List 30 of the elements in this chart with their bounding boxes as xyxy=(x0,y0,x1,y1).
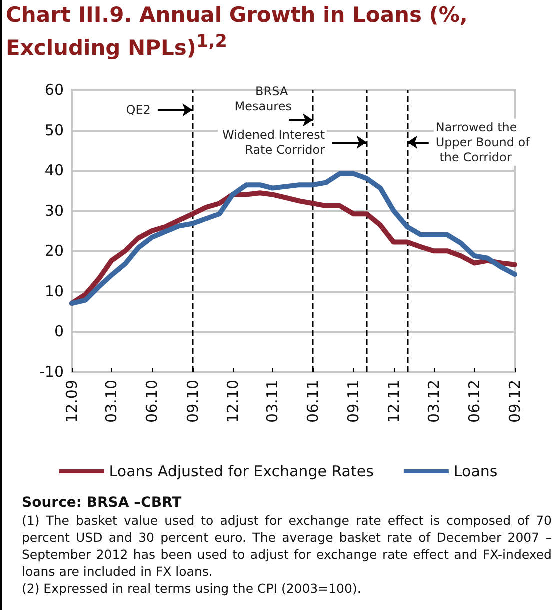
legend-label: Loans Adjusted for Exchange Rates xyxy=(109,462,374,480)
y-tick-label: 60 xyxy=(44,81,64,99)
x-tick-label: 12.10 xyxy=(224,380,242,423)
x-tick-label: 09.11 xyxy=(344,380,363,423)
chart-title: Chart III.9. Annual Growth in Loans (%, Excluding NPLs)$^{1,2}$ xyxy=(6,2,469,62)
x-tick-label: 09.12 xyxy=(506,380,524,423)
x-tick-label: 12.09 xyxy=(63,380,81,423)
x-tick-label: 03.10 xyxy=(102,380,121,423)
text: (2) Expressed in real terms using the CPI (2003=100). xyxy=(22,580,362,597)
source-note: Source: BRSA –CBRT xyxy=(22,495,183,512)
x-tick-label: 06.11 xyxy=(304,380,322,423)
ref-line-label: BRSA Mesaures xyxy=(234,84,292,114)
y-tick-label: 0 xyxy=(54,322,64,341)
ref-line-label: Narrowed the Upper Bound of the Corridor xyxy=(436,120,531,164)
legend-label: Loans xyxy=(454,462,498,480)
x-tick-label: 03.12 xyxy=(424,380,443,423)
y-tick-label: 20 xyxy=(44,242,64,260)
ref-line-label: QE2 xyxy=(126,103,151,118)
x-tick-label: 03.11 xyxy=(264,380,282,423)
x-tick-label: 09.10 xyxy=(184,380,202,423)
ref-line-label: Widened Interest Rate Corridor xyxy=(222,128,326,157)
y-tick-label: 50 xyxy=(44,121,64,140)
text: (1) The basket value used to adjust for exchange rate effect is composed of 70 percent USD and 30 percent euro. The average basket rate of December 2007 – September 2012 has been used to adjust for exchange rate effect and FX-indexed loans are included in FX loans. xyxy=(22,512,552,580)
y-tick-label: 30 xyxy=(44,202,64,220)
y-tick-label: 40 xyxy=(44,162,64,180)
x-tick-label: 06.12 xyxy=(465,380,484,423)
x-tick-label: 06.10 xyxy=(143,380,162,423)
x-tick-label: 12.11 xyxy=(384,380,403,423)
y-tick-label: 10 xyxy=(44,282,64,300)
y-tick-label: -10 xyxy=(40,363,64,381)
